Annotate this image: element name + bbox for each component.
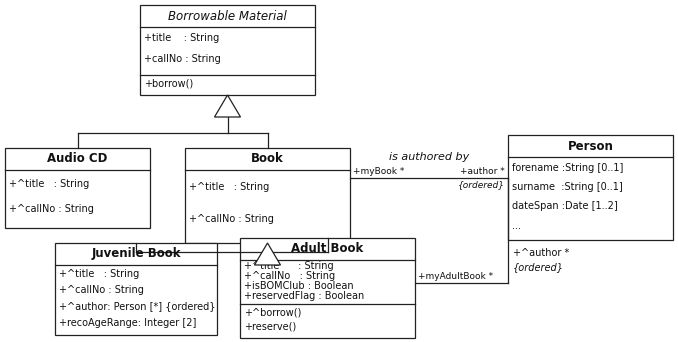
- Polygon shape: [214, 95, 241, 117]
- Text: forename :String [0..1]: forename :String [0..1]: [512, 162, 623, 173]
- Text: +^callNo : String: +^callNo : String: [189, 214, 274, 224]
- Text: +^callNo   : String: +^callNo : String: [244, 271, 335, 281]
- Bar: [140, 5, 315, 95]
- Text: +^title      : String: +^title : String: [244, 261, 334, 271]
- Text: Person: Person: [567, 140, 614, 153]
- Text: +^borrow(): +^borrow(): [244, 307, 302, 317]
- Text: Book: Book: [251, 153, 284, 166]
- Bar: [185, 148, 350, 243]
- Bar: [5, 148, 150, 228]
- Text: is authored by: is authored by: [389, 152, 469, 162]
- Text: +recoAgeRange: Integer [2]: +recoAgeRange: Integer [2]: [59, 318, 197, 328]
- Text: surname  :String [0..1]: surname :String [0..1]: [512, 182, 623, 192]
- Text: +^title   : String: +^title : String: [59, 269, 139, 279]
- Text: +borrow(): +borrow(): [144, 78, 193, 89]
- Bar: [240, 238, 415, 338]
- Text: +myAdultBook *: +myAdultBook *: [418, 272, 493, 281]
- Text: +reserve(): +reserve(): [244, 322, 296, 332]
- Text: Juvenile Book: Juvenile Book: [92, 248, 181, 261]
- Bar: [55, 243, 217, 335]
- Text: +^callNo : String: +^callNo : String: [9, 204, 94, 214]
- Text: +^title   : String: +^title : String: [9, 179, 89, 189]
- Text: +myBook *: +myBook *: [353, 167, 404, 176]
- Text: +^title   : String: +^title : String: [189, 182, 269, 193]
- Polygon shape: [254, 243, 281, 265]
- Text: +callNo : String: +callNo : String: [144, 54, 221, 64]
- Text: Audio CD: Audio CD: [47, 153, 108, 166]
- Text: +author *: +author *: [460, 167, 505, 176]
- Text: +reservedFlag : Boolean: +reservedFlag : Boolean: [244, 291, 364, 301]
- Text: +^author: Person [*] {ordered}: +^author: Person [*] {ordered}: [59, 302, 216, 312]
- Text: +^author *: +^author *: [513, 248, 570, 258]
- Bar: [508, 135, 673, 240]
- Text: Adult Book: Adult Book: [292, 242, 363, 255]
- Text: {ordered}: {ordered}: [458, 180, 505, 189]
- Text: ...: ...: [512, 221, 521, 231]
- Text: dateSpan :Date [1..2]: dateSpan :Date [1..2]: [512, 201, 618, 211]
- Text: Borrowable Material: Borrowable Material: [168, 10, 287, 23]
- Text: {ordered}: {ordered}: [513, 262, 564, 272]
- Text: +isBOMClub : Boolean: +isBOMClub : Boolean: [244, 281, 354, 291]
- Text: +^callNo : String: +^callNo : String: [59, 285, 144, 295]
- Text: +title    : String: +title : String: [144, 34, 219, 43]
